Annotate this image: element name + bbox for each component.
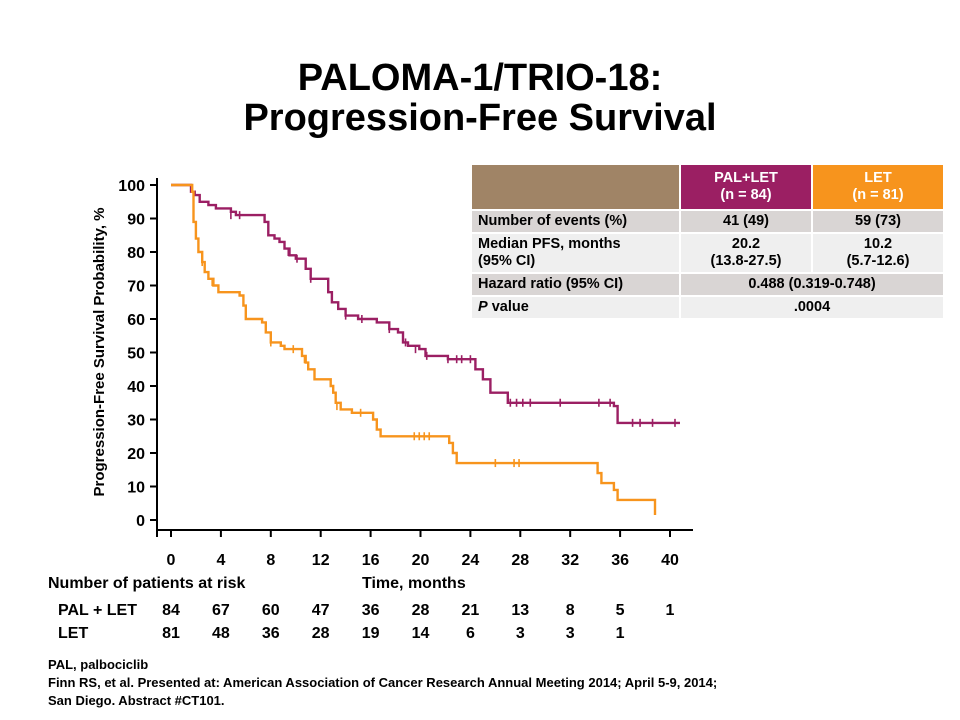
y-tick-label: 0	[136, 513, 145, 530]
stats-header-blank	[470, 163, 681, 211]
footnote-citation: Finn RS, et al. Presented at: American A…	[48, 675, 718, 690]
risk-count: 1	[665, 602, 675, 619]
risk-count: 36	[261, 625, 280, 642]
risk-arm-label: LET	[58, 625, 89, 642]
x-tick-label: 8	[266, 552, 275, 569]
x-tick-label: 36	[611, 552, 629, 569]
x-tick-label: 24	[462, 552, 480, 569]
risk-row-let: LET 81 48 36 28 19 14 6 3 3 1	[0, 625, 960, 645]
title-line-2: Progression-Free Survival	[243, 97, 717, 139]
series-pal-let-line	[171, 183, 680, 425]
x-axis-label: Time, months	[362, 575, 466, 592]
x-tick-label: 28	[511, 552, 529, 569]
risk-count: 60	[261, 602, 280, 619]
y-tick-label: 50	[127, 346, 145, 363]
risk-count: 5	[615, 602, 625, 619]
y-tick-label: 20	[127, 446, 145, 463]
title-line-1: PALOMA-1/TRIO-18:	[297, 57, 663, 99]
y-tick-label: 10	[127, 480, 145, 497]
stats-header-pal-let: PAL+LET (n = 84)	[679, 163, 813, 211]
risk-count: 3	[515, 625, 525, 642]
x-tick-label: 0	[167, 552, 176, 569]
risk-count: 3	[565, 625, 575, 642]
y-tick-label: 100	[118, 178, 145, 195]
stats-header-let: LET (n = 81)	[811, 163, 945, 211]
x-tick-label: 20	[412, 552, 430, 569]
risk-count: 13	[511, 602, 530, 619]
page-title: PALOMA-1/TRIO-18: Progression-Free Survi…	[0, 58, 960, 138]
x-tick-label: 16	[362, 552, 380, 569]
risk-count: 48	[211, 625, 230, 642]
y-tick-label: 70	[127, 279, 145, 296]
risk-count: 47	[311, 602, 330, 619]
x-tick-label: 12	[312, 552, 330, 569]
risk-count: 84	[162, 602, 180, 619]
risk-count: 67	[211, 602, 230, 619]
y-tick-label: 60	[127, 312, 145, 329]
risk-count: 28	[311, 625, 330, 642]
y-tick-label: 30	[127, 413, 145, 430]
x-tick-label: 4	[216, 552, 225, 569]
stats-row-hazard-ratio: Hazard ratio (95% CI) 0.488 (0.319-0.748…	[470, 272, 945, 297]
chart-curves	[171, 183, 680, 515]
stats-row-events: Number of events (%) 41 (49) 59 (73)	[470, 209, 945, 234]
y-tick-label: 40	[127, 379, 145, 396]
risk-count: 21	[461, 602, 480, 619]
stats-row-median-pfs: Median PFS, months (95% CI) 20.2 (13.8-2…	[470, 232, 945, 274]
risk-count: 1	[615, 625, 625, 642]
series-let-line	[171, 183, 657, 515]
risk-count: 14	[411, 625, 430, 642]
risk-count: 81	[162, 625, 180, 642]
footnote-citation-cont: San Diego. Abstract #CT101.	[48, 693, 225, 708]
risk-count: 19	[361, 625, 380, 642]
stats-row-p-value: P value .0004	[470, 295, 945, 320]
x-tick-label: 40	[661, 552, 679, 569]
risk-count: 36	[361, 602, 380, 619]
x-tick-label: 32	[561, 552, 579, 569]
risk-count: 28	[411, 602, 430, 619]
y-axis-label: Progression-Free Survival Probability, %	[91, 208, 108, 497]
footnote-abbrev: PAL, palbociclib	[48, 657, 149, 672]
risk-table-title: Number of patients at risk	[48, 575, 246, 592]
risk-arm-label: PAL + LET	[58, 602, 137, 619]
y-tick-label: 90	[127, 212, 145, 229]
stats-table: PAL+LET (n = 84) LET (n = 81) Number of …	[470, 163, 945, 320]
y-tick-label: 80	[127, 245, 145, 262]
risk-row-pal-let: PAL + LET 84 67 60 47 36 28 21 13 8 5 1	[0, 602, 960, 622]
risk-count: 6	[465, 625, 475, 642]
risk-count: 8	[565, 602, 575, 619]
chart-axes: 0 10 20 30 40 50 60 70 80 90 100 0 4 8 12 16 20 24 28 32 36 4…	[91, 178, 693, 569]
